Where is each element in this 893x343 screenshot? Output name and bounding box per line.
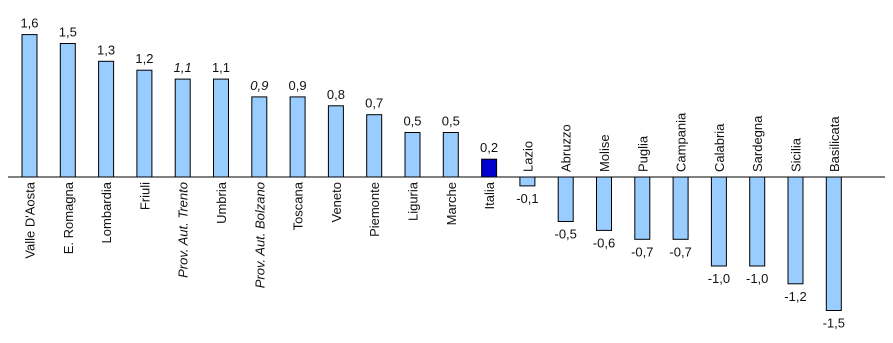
category-label-umbria: Umbria bbox=[214, 181, 229, 224]
value-label-abruzzo: -0,5 bbox=[554, 227, 576, 242]
bars-group bbox=[21, 34, 842, 311]
value-label-puglia: -0,7 bbox=[631, 244, 653, 259]
bar-toscana bbox=[289, 96, 306, 178]
value-label-valle-d-aosta: 1,6 bbox=[20, 16, 38, 31]
category-label-basilicata: Basilicata bbox=[827, 116, 842, 172]
bar-e-romagna bbox=[59, 43, 76, 178]
category-label-prov-aut-bolzano: Prov. Aut. Bolzano bbox=[252, 182, 267, 288]
bar-umbria bbox=[213, 78, 229, 178]
value-label-marche: 0,5 bbox=[442, 114, 460, 129]
bar-prov-aut-bolzano bbox=[251, 96, 268, 178]
bar-italia bbox=[481, 158, 498, 178]
category-label-lombardia: Lombardia bbox=[99, 181, 114, 243]
bar-liguria bbox=[404, 132, 421, 178]
category-label-puglia: Puglia bbox=[635, 135, 650, 172]
bar-basilicata bbox=[825, 176, 842, 311]
bar-lombardia bbox=[98, 60, 115, 178]
bar-friuli bbox=[136, 69, 153, 178]
value-label-piemonte: 0,7 bbox=[365, 96, 383, 111]
bar-prov-aut-trento bbox=[174, 78, 191, 178]
bar-campania bbox=[672, 176, 689, 240]
value-label-italia: 0,2 bbox=[480, 140, 498, 155]
bar-marche bbox=[442, 132, 459, 178]
category-label-veneto: Veneto bbox=[329, 182, 344, 223]
category-label-molise: Molise bbox=[597, 134, 612, 172]
bar-lazio bbox=[519, 176, 536, 187]
bar-sardegna bbox=[749, 176, 766, 267]
category-label-toscana: Toscana bbox=[291, 181, 306, 230]
labels-group: 1,6 Valle D'Aosta 1,5 E. Romagna 1,3 Lombardi… bbox=[20, 16, 845, 331]
value-label-prov-aut-trento: 1,1 bbox=[174, 60, 192, 75]
category-label-prov-aut-trento: Prov. Aut. Trento bbox=[176, 182, 191, 278]
value-label-veneto: 0,8 bbox=[327, 87, 345, 102]
category-label-valle-d-aosta: Valle D'Aosta bbox=[23, 181, 38, 258]
value-label-campania: -0,7 bbox=[669, 244, 691, 259]
category-label-sardegna: Sardegna bbox=[750, 115, 765, 172]
value-label-lazio: -0,1 bbox=[516, 191, 538, 206]
category-label-sicilia: Sicilia bbox=[789, 137, 804, 172]
value-label-toscana: 0,9 bbox=[289, 78, 307, 93]
value-label-e-romagna: 1,5 bbox=[59, 25, 77, 40]
bar-puglia bbox=[634, 176, 651, 240]
value-label-umbria: 1,1 bbox=[212, 60, 230, 75]
bar-sicilia bbox=[787, 176, 804, 285]
category-label-lazio: Lazio bbox=[520, 141, 535, 172]
category-label-calabria: Calabria bbox=[712, 123, 727, 172]
bar-piemonte bbox=[366, 114, 383, 178]
bar-calabria bbox=[710, 176, 727, 267]
category-label-e-romagna: E. Romagna bbox=[61, 181, 76, 254]
value-label-molise: -0,6 bbox=[593, 235, 615, 250]
value-label-prov-aut-bolzano: 0,9 bbox=[250, 78, 268, 93]
bar-veneto bbox=[327, 105, 344, 178]
category-label-abruzzo: Abruzzo bbox=[559, 124, 574, 172]
value-label-lombardia: 1,3 bbox=[97, 42, 115, 57]
category-label-campania: Campania bbox=[674, 112, 689, 172]
category-label-friuli: Friuli bbox=[137, 182, 152, 210]
bar-molise bbox=[596, 176, 612, 231]
bar-valle-d-aosta bbox=[21, 34, 38, 178]
value-label-liguria: 0,5 bbox=[403, 114, 421, 129]
category-label-piemonte: Piemonte bbox=[367, 182, 382, 237]
category-label-marche: Marche bbox=[444, 182, 459, 225]
value-label-sicilia: -1,2 bbox=[784, 289, 806, 304]
value-label-basilicata: -1,5 bbox=[823, 316, 845, 331]
bar-abruzzo bbox=[557, 176, 574, 222]
value-label-calabria: -1,0 bbox=[708, 271, 730, 286]
category-label-liguria: Liguria bbox=[406, 181, 421, 221]
value-label-friuli: 1,2 bbox=[135, 51, 153, 66]
category-label-italia: Italia bbox=[482, 181, 497, 209]
value-label-sardegna: -1,0 bbox=[746, 271, 768, 286]
